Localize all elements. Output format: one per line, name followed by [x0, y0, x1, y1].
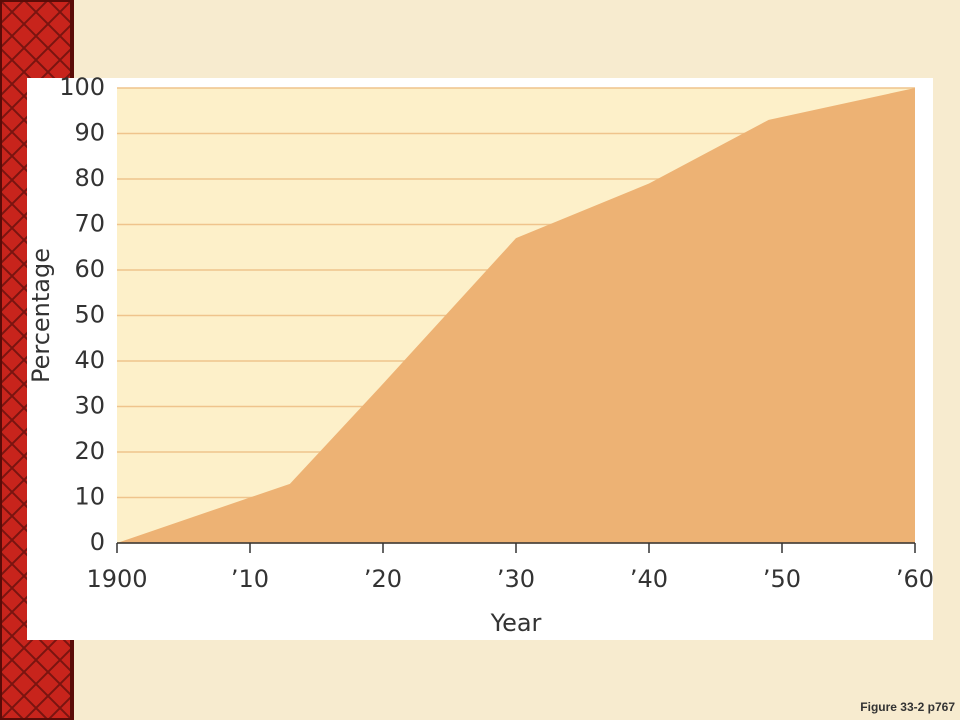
y-tick-label: 50	[74, 301, 105, 329]
y-tick-label: 0	[90, 528, 105, 556]
y-tick-label: 100	[59, 73, 105, 101]
x-tick-label: ’50	[763, 565, 801, 593]
y-tick-label: 20	[74, 437, 105, 465]
x-tick-label: 1900	[86, 565, 147, 593]
y-tick-label: 60	[74, 255, 105, 283]
figure-label: Figure 33-2 p767	[860, 700, 955, 714]
y-tick-label: 40	[74, 346, 105, 374]
x-tick-label: ’60	[896, 565, 934, 593]
x-tick-label: ’10	[231, 565, 269, 593]
area	[117, 88, 915, 543]
y-tick-label: 70	[74, 210, 105, 238]
y-axis-label: Percentage	[27, 248, 55, 383]
x-tick-label: ’40	[630, 565, 668, 593]
x-tick-label: ’20	[364, 565, 402, 593]
plot: 0 10 20 30 40 50 60 70 80 90 100 1900 ’10 ’20 ’30 ’40 ’5…	[27, 73, 934, 637]
y-tick-label: 90	[74, 119, 105, 147]
y-tick-label: 80	[74, 164, 105, 192]
x-axis-label: Year	[490, 609, 542, 637]
x-tick-label: ’30	[497, 565, 535, 593]
y-tick-label: 30	[74, 392, 105, 420]
y-tick-label: 10	[74, 483, 105, 511]
